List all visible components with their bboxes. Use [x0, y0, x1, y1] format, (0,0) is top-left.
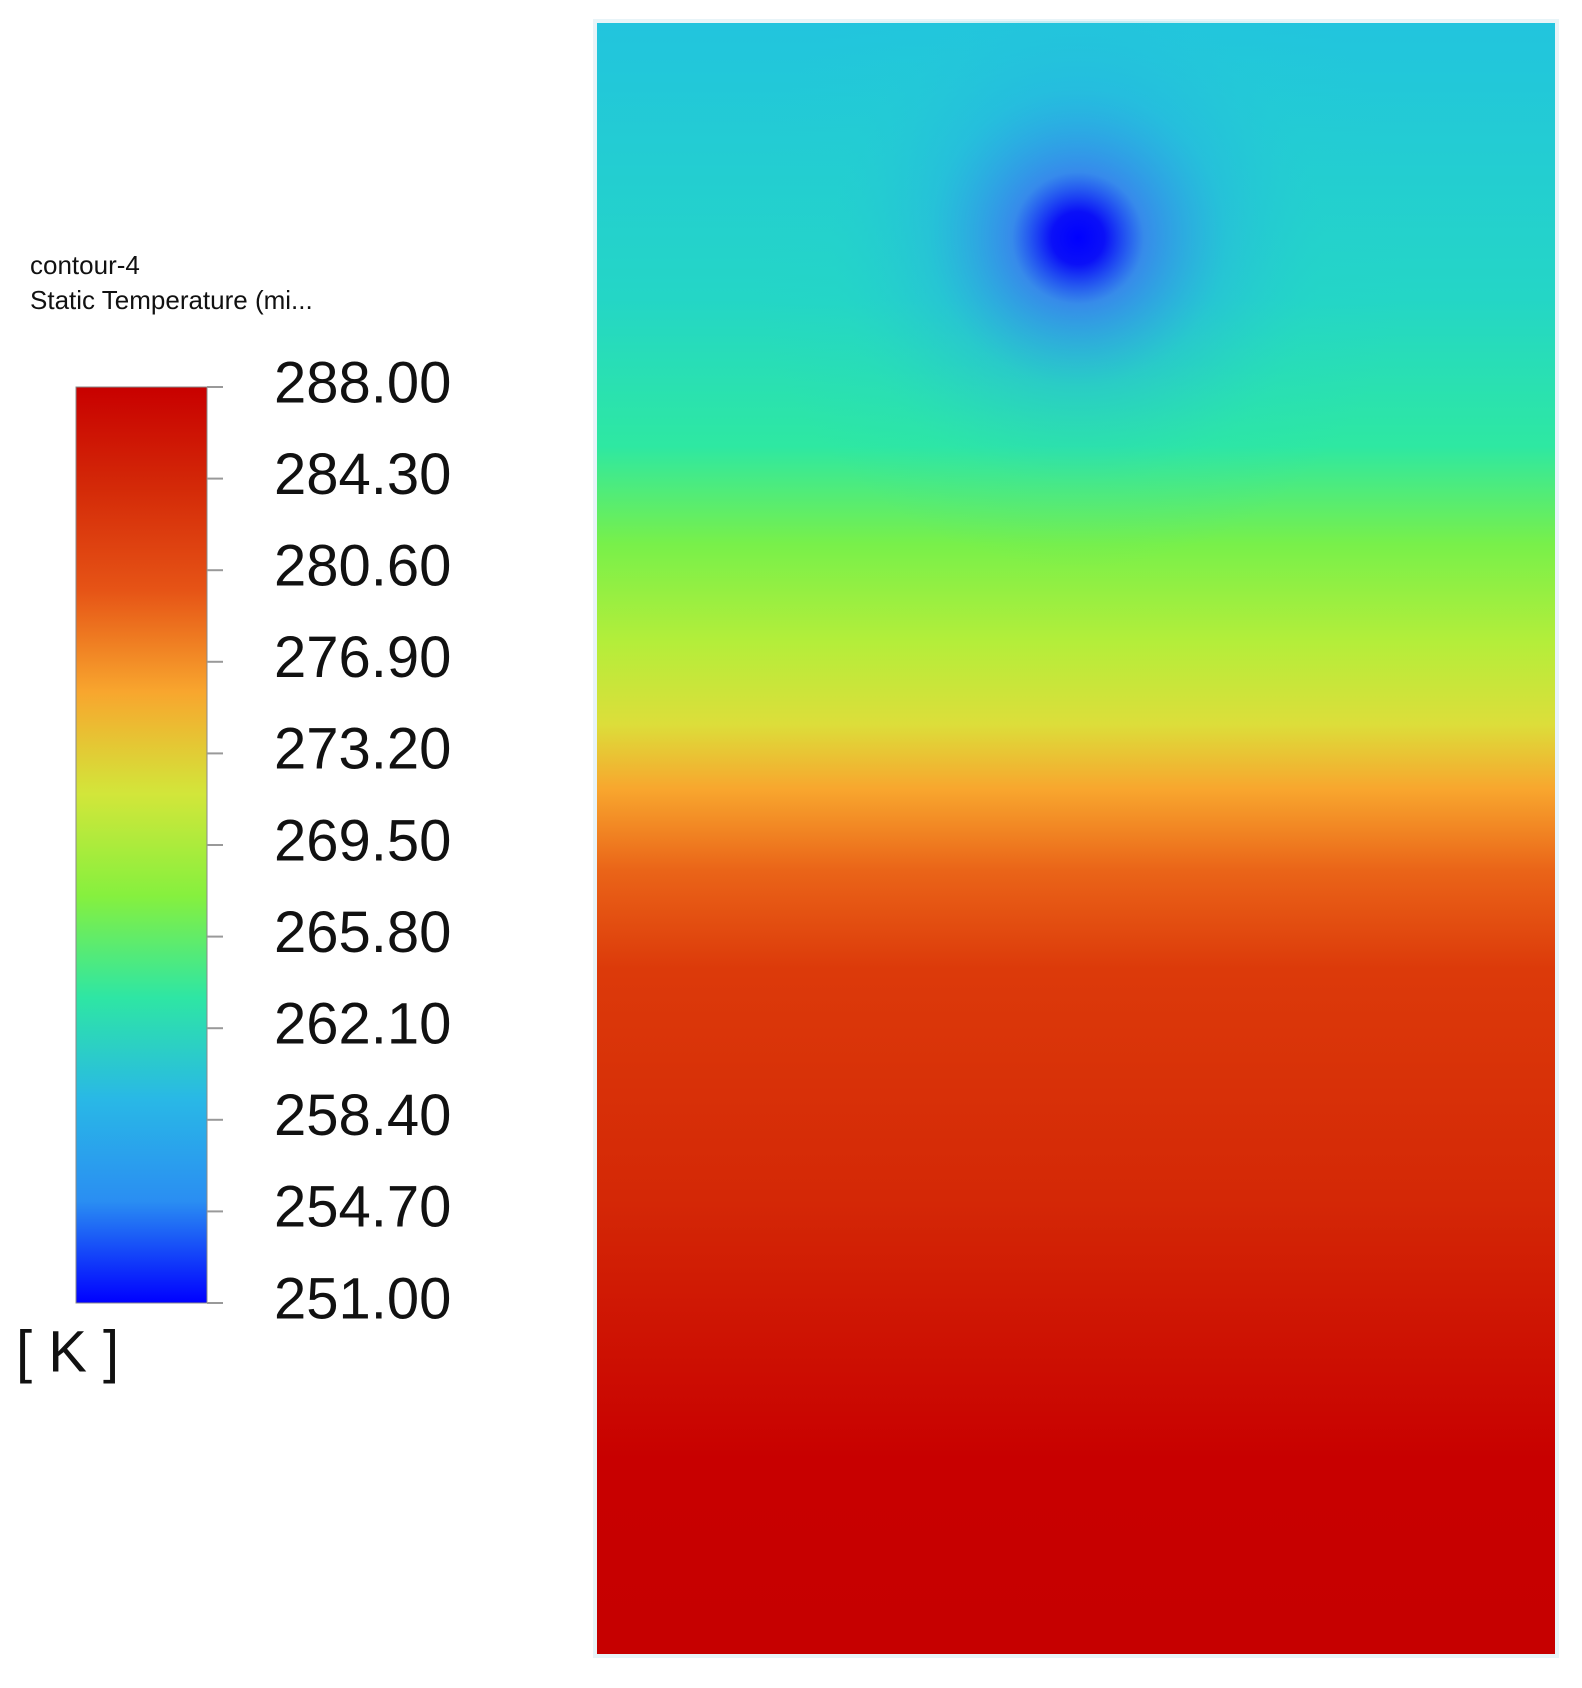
- colorbar-tick-label: 273.20: [274, 717, 451, 782]
- legend-title: contour-4: [30, 250, 140, 280]
- colorbar-tick-label: 288.00: [274, 350, 451, 415]
- colorbar-tick-label: 254.70: [274, 1175, 451, 1240]
- colorbar-tick-label: 258.40: [274, 1083, 451, 1148]
- colorbar-tick-label: 265.80: [274, 900, 451, 965]
- colorbar: [75, 386, 208, 1304]
- legend-subtitle: Static Temperature (mi...: [30, 285, 313, 315]
- colorbar-tick-label: 269.50: [274, 808, 451, 873]
- cold-spot: [595, 21, 1557, 1656]
- colorbar-tick-label: 251.00: [274, 1266, 451, 1331]
- colorbar-tick-label: 280.60: [274, 534, 451, 599]
- colorbar-tick-label: 284.30: [274, 442, 451, 507]
- unit-label: [ K ]: [16, 1319, 119, 1384]
- colorbar-tick-label: 276.90: [274, 625, 451, 690]
- colorbar-tick-label: 262.10: [274, 992, 451, 1057]
